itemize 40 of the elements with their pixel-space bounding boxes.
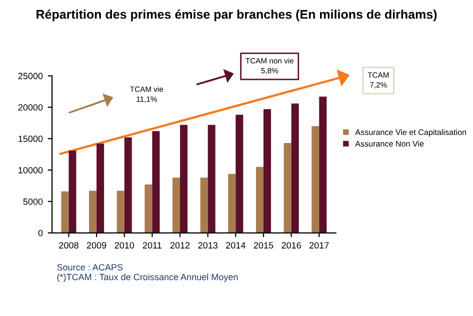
x-tick-label: 2017 bbox=[310, 242, 329, 249]
bar bbox=[172, 178, 180, 233]
bar bbox=[152, 131, 160, 233]
chart-title: Répartition des primes émise par branches (En milions de dirhams) bbox=[36, 9, 437, 22]
bar bbox=[116, 190, 124, 233]
bar bbox=[236, 114, 244, 233]
y-tick-label: 15000 bbox=[18, 136, 43, 142]
bar bbox=[144, 184, 152, 233]
x-tick-label: 2012 bbox=[170, 242, 190, 249]
bar bbox=[61, 191, 69, 233]
y-tick-label: 20000 bbox=[18, 104, 43, 111]
x-tick-label: 2013 bbox=[198, 242, 218, 249]
x-tick-label: 2010 bbox=[114, 242, 134, 249]
bar bbox=[291, 103, 299, 233]
bar bbox=[284, 143, 292, 233]
y-tick-label: 5000 bbox=[23, 198, 43, 205]
bar bbox=[124, 137, 132, 233]
bar bbox=[319, 96, 327, 233]
bar bbox=[89, 190, 97, 233]
y-tick-label: 25000 bbox=[18, 72, 43, 80]
x-tick-label: 2011 bbox=[142, 242, 162, 249]
legend-label: Assurance Non Vie bbox=[355, 140, 424, 147]
bar bbox=[180, 124, 188, 233]
x-tick-label: 2009 bbox=[86, 242, 106, 249]
source-note: Source : ACAPS (*)TCAM : Taux de Croissance Annuel Moyen bbox=[57, 264, 238, 282]
legend-label: Assurance Vie et Capitalisation bbox=[355, 129, 466, 137]
bar bbox=[256, 166, 264, 233]
x-tick-label: 2008 bbox=[59, 242, 78, 249]
bar bbox=[200, 178, 208, 233]
bar bbox=[208, 124, 216, 233]
y-tick-label: 0 bbox=[38, 230, 43, 236]
x-tick-label: 2015 bbox=[254, 242, 274, 249]
y-tick-label: 10000 bbox=[18, 167, 43, 174]
bar bbox=[312, 126, 320, 233]
bar bbox=[68, 150, 76, 233]
bar bbox=[96, 144, 104, 233]
bar bbox=[228, 174, 236, 233]
x-tick-label: 2014 bbox=[226, 242, 246, 249]
x-tick-label: 2016 bbox=[282, 242, 301, 249]
bar bbox=[263, 109, 271, 233]
